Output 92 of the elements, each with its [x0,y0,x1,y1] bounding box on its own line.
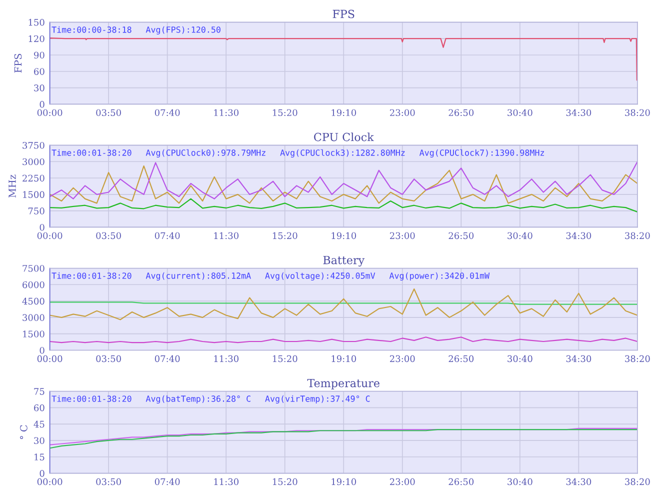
x-tick-label: 11:30 [214,232,238,240]
x-tick-label: 34:30 [566,478,592,486]
y-tick-label: 3000 [22,158,44,166]
x-tick-label: 19:10 [332,232,356,240]
x-tick-label: 19:10 [332,355,356,362]
x-tick-label: 07:40 [154,478,180,486]
x-tick-label: 07:40 [154,232,180,240]
line-series [50,37,638,81]
x-tick-label: 00:00 [37,232,62,240]
x-tick-label: 19:10 [332,109,356,116]
x-tick-label: 11:30 [214,355,238,362]
x-tick-label: 07:40 [154,355,180,362]
y-tick-label: 90 [34,52,44,59]
y-tick-label: 4500 [22,298,44,305]
y-tick-label: 0 [40,224,44,231]
line-series [50,288,638,320]
x-tick-label: 38:20 [625,478,650,486]
y-tick-label: 60 [34,404,44,412]
x-tick-label: 30:40 [508,478,532,486]
x-tick-label: 23:00 [390,232,415,240]
annotation: Time:00:01-38:20 [52,395,132,402]
x-tick-label: 03:50 [96,109,121,116]
x-tick-label: 11:30 [214,109,238,116]
chart-title: Battery [323,256,365,267]
x-tick-label: 19:10 [332,478,356,486]
annotation: Avg(current):805.12mA [146,272,251,280]
x-tick-label: 38:20 [625,355,650,362]
chart-title: FPS [332,10,354,18]
y-tick-label: 1500 [23,191,44,198]
y-tick-label: 45 [34,420,44,428]
annotation: Time:00:01-38:20 [52,149,132,156]
x-tick-label: 26:50 [448,232,474,240]
x-tick-label: 34:30 [566,355,592,362]
x-tick-label: 15:20 [272,355,298,362]
y-tick-label: 3000 [22,314,44,322]
y-tick-label: 750 [28,208,44,214]
x-tick-label: 34:30 [566,232,592,240]
y-tick-label: 75 [34,388,44,395]
x-tick-label: 38:20 [625,232,650,240]
x-tick-label: 11:30 [214,478,238,486]
y-tick-label: 1500 [23,330,44,338]
annotation: Avg(power):3420.01mW [389,272,490,280]
y-tick-label: 6000 [22,281,44,288]
y-tick-label: 3750 [22,142,44,149]
x-tick-label: 15:20 [272,109,298,116]
x-tick-label: 23:00 [390,478,415,486]
x-tick-label: 15:20 [272,478,298,486]
y-tick-label: 0 [40,100,44,108]
x-tick-label: 00:00 [37,478,62,486]
y-axis-title: MHz [8,174,16,198]
y-tick-label: 30 [34,437,44,444]
chart-title: Temperature [307,378,380,390]
annotation: Time:00:00-38:18 [52,26,132,33]
line-series [50,428,638,449]
x-tick-label: 03:50 [96,478,121,486]
y-tick-label: 30 [34,84,44,92]
annotation: Avg(FPS):120.50 [146,26,220,34]
annotation: Avg(voltage):4250.05mV [265,272,376,281]
line-series [50,198,638,212]
y-tick-label: 2250 [22,174,44,182]
annotation: Avg(batTemp):36.28° C [146,395,250,404]
x-tick-label: 34:30 [566,109,592,116]
x-tick-label: 15:20 [272,232,298,240]
x-tick-label: 00:00 [37,355,62,362]
annotation: Avg(CPUClock3):1282.80MHz [280,149,405,158]
x-tick-label: 23:00 [390,109,415,116]
x-tick-label: 26:50 [448,355,474,362]
x-tick-label: 26:50 [448,109,474,116]
x-tick-label: 30:40 [508,355,532,362]
y-tick-label: 0 [40,346,44,354]
annotation: Avg(CPUClock7):1390.98MHz [419,149,544,158]
x-tick-label: 30:40 [508,232,532,240]
x-tick-label: 38:20 [625,109,650,116]
y-tick-label: 150 [28,18,44,26]
x-tick-label: 03:50 [96,355,121,362]
y-tick-label: 60 [34,68,44,75]
x-tick-label: 26:50 [448,478,474,486]
y-tick-label: 15 [34,454,44,460]
x-tick-label: 00:00 [37,109,62,116]
chart-title: CPU Clock [314,132,374,142]
annotation: Avg(virTemp):37.49° C [265,395,370,404]
y-axis-title: ° C [20,425,28,440]
y-tick-label: 7500 [22,264,44,272]
x-tick-label: 30:40 [508,109,532,116]
y-tick-label: 0 [40,470,44,477]
x-tick-label: 03:50 [96,232,121,240]
x-tick-label: 23:00 [390,355,415,362]
y-tick-label: 120 [28,35,44,42]
x-tick-label: 07:40 [154,109,180,116]
y-axis-title: FPS [14,54,22,73]
annotation: Time:00:01-38:20 [52,272,132,279]
annotation: Avg(CPUClock0):978.79MHz [146,149,266,158]
